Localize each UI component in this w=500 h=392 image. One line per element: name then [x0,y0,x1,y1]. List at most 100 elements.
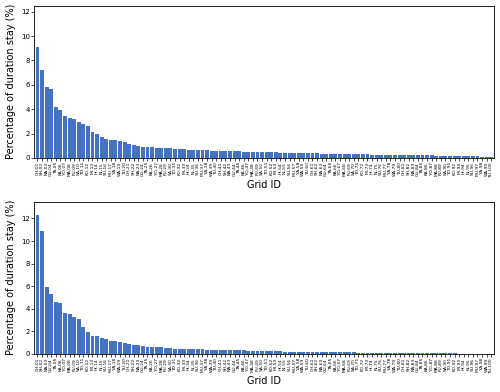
Bar [270,152,273,158]
Bar [338,352,342,354]
Bar [256,152,260,158]
Bar [154,347,158,354]
Bar [393,353,397,354]
Bar [480,157,484,158]
Bar [95,336,99,354]
Bar [160,347,163,354]
Bar [224,350,228,354]
Bar [434,353,438,354]
Bar [104,139,108,158]
Bar [302,352,306,354]
Bar [306,352,310,354]
Bar [388,353,392,354]
Bar [439,156,443,158]
Bar [361,352,365,354]
Bar [270,351,273,354]
Bar [416,353,420,354]
Bar [388,155,392,158]
Bar [342,154,346,158]
Bar [462,156,466,158]
Bar [86,125,90,158]
Bar [232,151,236,158]
Bar [278,152,282,158]
Bar [384,353,388,354]
Bar [100,338,103,354]
Bar [297,153,300,158]
Bar [274,351,278,354]
Bar [380,353,383,354]
Bar [178,149,182,158]
Bar [315,154,319,158]
Bar [168,348,172,354]
Bar [246,350,250,354]
Bar [260,152,264,158]
Bar [232,350,236,354]
Bar [100,136,103,158]
Y-axis label: Percentage of duration stay (%): Percentage of duration stay (%) [6,4,16,160]
Bar [109,140,113,158]
Bar [466,156,470,158]
Bar [288,352,292,354]
Bar [246,152,250,158]
Bar [109,341,113,354]
Bar [242,350,246,354]
Bar [86,332,90,354]
Bar [356,154,360,158]
Bar [402,155,406,158]
Bar [471,156,475,158]
Bar [168,148,172,158]
Bar [44,287,48,354]
Bar [63,116,67,158]
Bar [72,120,76,158]
Bar [122,142,126,158]
Bar [352,352,356,354]
Bar [118,342,122,354]
Bar [407,155,410,158]
Bar [347,352,351,354]
Bar [40,69,44,158]
Bar [324,154,328,158]
Bar [242,152,246,158]
Bar [342,352,346,354]
Bar [334,352,338,354]
Bar [178,349,182,354]
Bar [374,353,378,354]
Bar [237,151,241,158]
Bar [82,327,86,354]
Bar [256,351,260,354]
Bar [205,350,209,354]
Bar [36,47,40,158]
Bar [310,153,314,158]
Bar [334,154,338,158]
Bar [370,353,374,354]
Bar [90,132,94,158]
Bar [324,352,328,354]
Bar [260,351,264,354]
Bar [288,153,292,158]
Bar [164,148,168,158]
Bar [439,353,443,354]
Bar [251,152,255,158]
Bar [146,147,150,158]
Bar [457,156,461,158]
Bar [58,110,62,158]
Bar [310,352,314,354]
Bar [384,155,388,158]
Bar [173,149,177,158]
Bar [407,353,410,354]
Bar [44,87,48,158]
Bar [278,351,282,354]
Bar [132,345,136,354]
Bar [425,156,429,158]
Bar [315,352,319,354]
Bar [127,344,131,354]
Bar [40,231,44,354]
Bar [374,154,378,158]
Bar [114,140,117,158]
Bar [430,156,434,158]
Bar [398,353,402,354]
Bar [136,146,140,158]
Bar [164,348,168,354]
Bar [127,144,131,158]
Bar [297,352,300,354]
